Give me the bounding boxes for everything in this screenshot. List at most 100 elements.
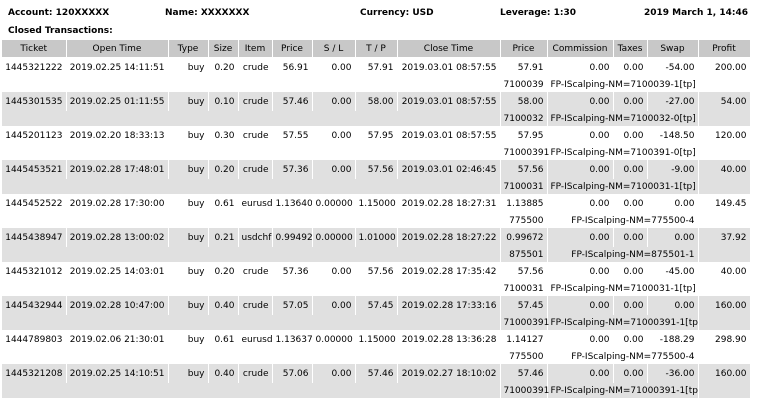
- cell: 0.00: [613, 330, 648, 349]
- cell: 57.46: [272, 92, 313, 111]
- cell: 0.20: [208, 160, 239, 179]
- cell: 1445438947: [2, 228, 67, 247]
- cell: buy: [168, 126, 209, 145]
- cell: 0.00: [547, 296, 614, 315]
- cell: 57.56: [500, 160, 548, 179]
- cell: 57.45: [500, 296, 548, 315]
- cell: eurusd: [238, 194, 273, 213]
- cell: 57.36: [272, 160, 313, 179]
- comment-row: 7100039 FP-IScalping-NM=7100039-1[tp]: [2, 77, 751, 92]
- cell: 1445321012: [2, 262, 67, 281]
- cell: 56.91: [272, 57, 313, 77]
- order-id: 71000391: [500, 383, 549, 398]
- cell: 160.00: [698, 364, 751, 383]
- cell: buy: [168, 330, 209, 349]
- comment: FP-IScalping-NM=775500-4: [547, 349, 699, 364]
- comment: FP-IScalping-NM=7100031-1[tp]: [547, 281, 699, 296]
- column-header: Close Time: [397, 40, 501, 58]
- cell: crude: [238, 57, 273, 77]
- order-id: 775500: [500, 213, 548, 228]
- cell: 0.00: [547, 57, 614, 77]
- cell: 57.95: [500, 126, 548, 145]
- comment: FP-IScalping-NM=7100391-0[tp]: [547, 145, 699, 160]
- cell: 2019.02.28 17:30:00: [66, 194, 169, 213]
- cell: buy: [168, 57, 209, 77]
- cell: 1.13640: [272, 194, 313, 213]
- cell: 0.00: [547, 364, 614, 383]
- spacer: [698, 77, 751, 92]
- comment-row: 775500 FP-IScalping-NM=775500-4: [2, 349, 751, 364]
- cell: 0.00: [613, 160, 648, 179]
- spacer: [698, 213, 751, 228]
- transaction-row: 1445321208 2019.02.25 14:10:51 buy 0.40 crud…: [2, 364, 751, 383]
- spacer: [698, 349, 751, 364]
- cell: 1445201123: [2, 126, 67, 145]
- cell: usdchf: [238, 228, 273, 247]
- cell: 0.00000: [312, 194, 356, 213]
- cell: 57.46: [355, 364, 398, 383]
- order-id: 7100031: [500, 179, 548, 194]
- cell: buy: [168, 194, 209, 213]
- cell: 0.00: [613, 364, 648, 383]
- cell: 0.00: [613, 57, 648, 77]
- comment-row: 875501 FP-IScalping-NM=875501-1: [2, 247, 751, 262]
- cell: 0.61: [208, 194, 239, 213]
- cell: 0.00: [312, 160, 356, 179]
- spacer: [2, 111, 501, 126]
- comment: FP-IScalping-NM=71000391-1[tp]: [547, 315, 699, 330]
- cell: 0.00: [547, 126, 614, 145]
- column-header: Taxes: [613, 40, 648, 58]
- transaction-row: 1445301535 2019.02.25 01:11:55 buy 0.10 crud…: [2, 92, 751, 111]
- cell: 57.46: [500, 364, 548, 383]
- cell: 58.00: [355, 92, 398, 111]
- name: Name: XXXXXXX: [165, 8, 250, 18]
- comment: FP-IScalping-NM=71000391-1[tp]: [547, 383, 699, 398]
- comment: FP-IScalping-NM=7100039-1[tp]: [547, 77, 699, 92]
- spacer: [698, 281, 751, 296]
- spacer: [698, 111, 751, 126]
- report-date: 2019 March 1, 14:46: [644, 8, 748, 18]
- cell: 54.00: [698, 92, 751, 111]
- cell: 1.14127: [500, 330, 548, 349]
- cell: 2019.02.25 01:11:55: [66, 92, 169, 111]
- spacer: [698, 383, 751, 398]
- column-header: Ticket: [2, 40, 67, 58]
- cell: 57.91: [355, 57, 398, 77]
- cell: 57.45: [355, 296, 398, 315]
- transaction-row: 1445453521 2019.02.28 17:48:01 buy 0.20 crud…: [2, 160, 751, 179]
- cell: 0.20: [208, 262, 239, 281]
- spacer: [2, 179, 501, 194]
- cell: buy: [168, 364, 209, 383]
- column-header: Swap: [647, 40, 699, 58]
- cell: 2019.02.28 18:27:22: [397, 228, 501, 247]
- cell: 0.40: [208, 296, 239, 315]
- cell: 1.13637: [272, 330, 313, 349]
- cell: 2019.02.28 10:47:00: [66, 296, 169, 315]
- order-id: 7100031: [500, 281, 548, 296]
- cell: 2019.02.25 14:03:01: [66, 262, 169, 281]
- cell: 57.06: [272, 364, 313, 383]
- spacer: [2, 315, 501, 330]
- cell: crude: [238, 296, 273, 315]
- cell: 0.00: [547, 194, 614, 213]
- comment-row: 7100032 FP-IScalping-NM=7100032-0[tp]: [2, 111, 751, 126]
- cell: 2019.02.06 21:30:01: [66, 330, 169, 349]
- cell: 57.05: [272, 296, 313, 315]
- comment-row: 71000391 FP-IScalping-NM=71000391-1[tp]: [2, 383, 751, 398]
- cell: 0.00: [613, 126, 648, 145]
- spacer: [698, 179, 751, 194]
- order-id: 875501: [500, 247, 548, 262]
- cell: 0.21: [208, 228, 239, 247]
- cell: 2019.02.25 14:11:51: [66, 57, 169, 77]
- order-id: 71000391: [500, 145, 549, 160]
- cell: 1445321208: [2, 364, 67, 383]
- cell: 2019.02.28 17:35:42: [397, 262, 501, 281]
- cell: 0.20: [208, 57, 239, 77]
- cell: 1444789803: [2, 330, 67, 349]
- cell: 160.00: [698, 296, 751, 315]
- cell: 40.00: [698, 262, 751, 281]
- order-id: 7100032: [500, 111, 548, 126]
- cell: 0.00: [312, 92, 356, 111]
- cell: 2019.03.01 02:46:45: [397, 160, 501, 179]
- cell: 58.00: [500, 92, 548, 111]
